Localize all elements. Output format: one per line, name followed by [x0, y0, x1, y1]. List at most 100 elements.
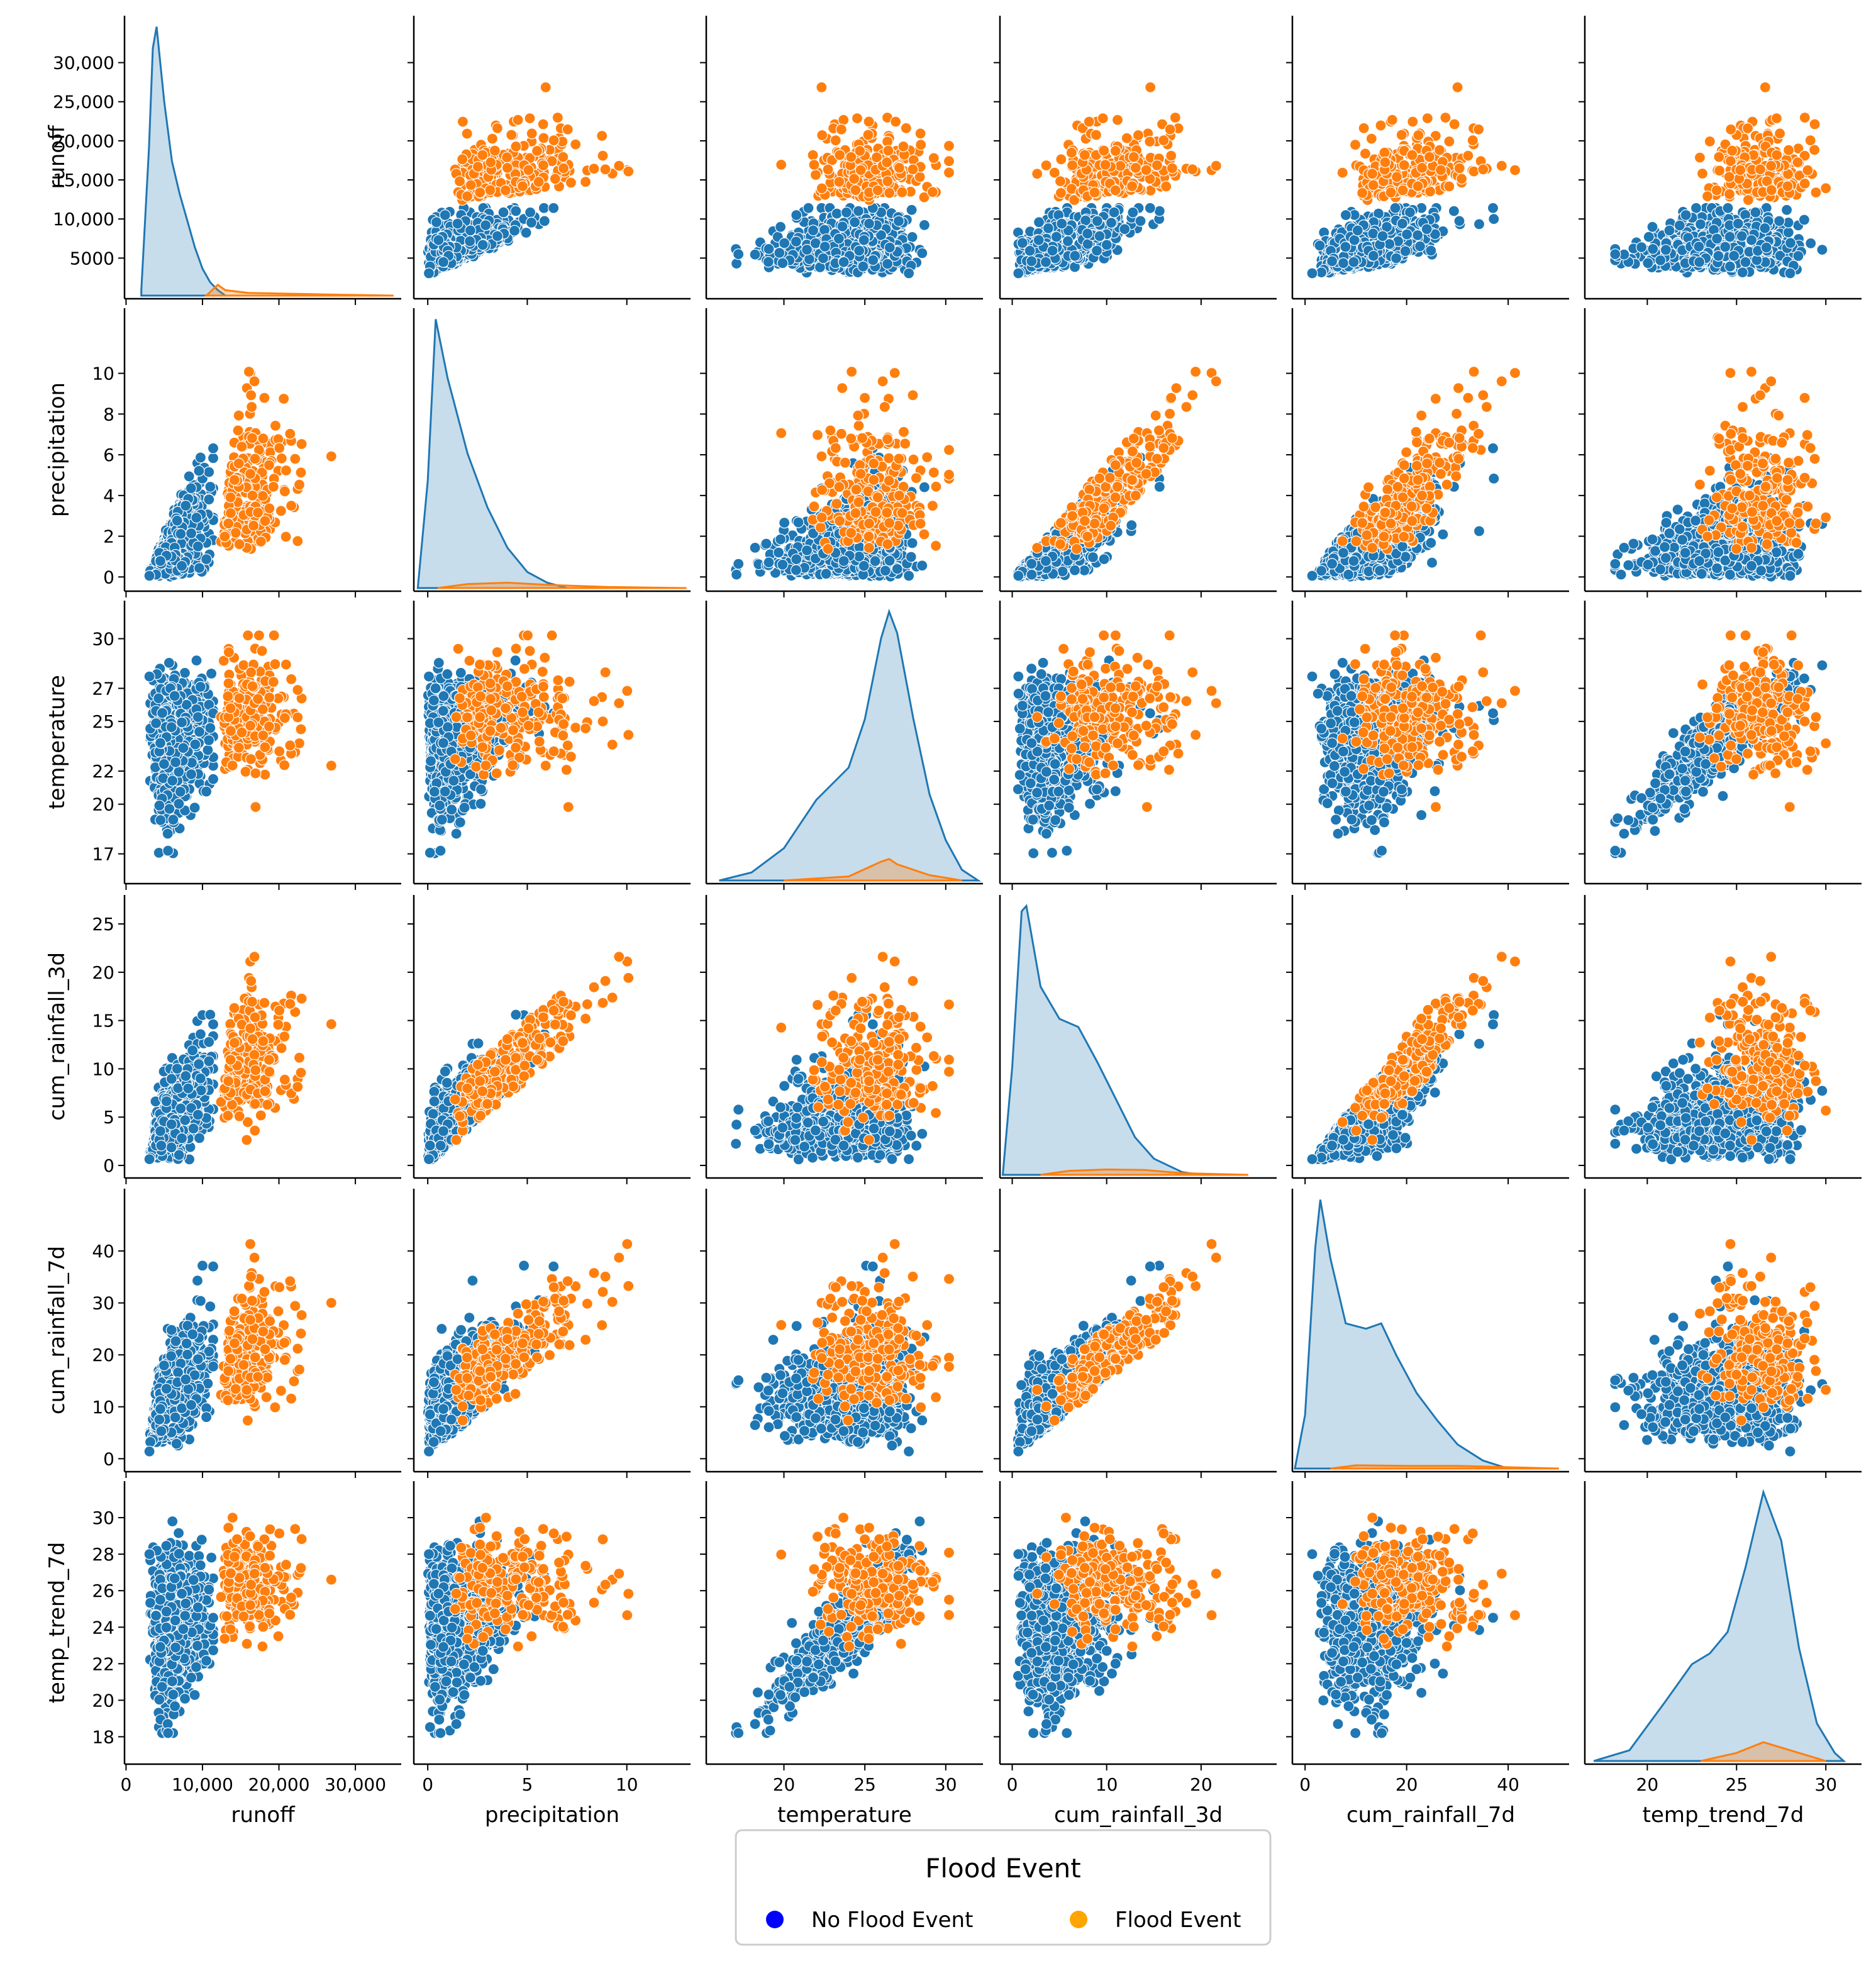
point-no-flood-event — [857, 260, 869, 272]
point-flood-event — [510, 140, 522, 152]
point-no-flood-event — [803, 253, 816, 265]
point-no-flood-event — [858, 234, 870, 246]
point-flood-event — [588, 163, 600, 175]
point-no-flood-event — [848, 216, 861, 228]
point-flood-event — [549, 173, 561, 185]
point-no-flood-event — [452, 218, 463, 230]
point-flood-event — [893, 162, 906, 174]
point-no-flood-event — [838, 256, 850, 268]
point-no-flood-event — [548, 202, 560, 214]
point-no-flood-event — [902, 267, 915, 279]
point-flood-event — [1083, 116, 1095, 128]
point-flood-event — [1140, 164, 1152, 176]
point-no-flood-event — [1042, 222, 1055, 234]
point-no-flood-event — [510, 205, 522, 217]
point-no-flood-event — [733, 248, 745, 260]
point-flood-event — [862, 129, 874, 141]
point-flood-event — [838, 114, 850, 126]
point-flood-event — [552, 111, 563, 124]
point-flood-event — [1166, 162, 1179, 174]
point-no-flood-event — [433, 234, 445, 246]
point-no-flood-event — [1108, 206, 1120, 218]
point-no-flood-event — [1144, 202, 1156, 214]
point-no-flood-event — [833, 233, 845, 245]
point-no-flood-event — [831, 208, 843, 219]
point-no-flood-event — [538, 215, 550, 227]
point-flood-event — [855, 164, 867, 176]
point-no-flood-event — [762, 256, 774, 268]
y-tick-label: 15,000 — [53, 170, 114, 191]
point-flood-event — [506, 129, 518, 141]
point-flood-event — [863, 116, 875, 128]
point-no-flood-event — [774, 247, 785, 259]
point-flood-event — [1121, 132, 1133, 144]
kde-no-flood-runoff — [140, 26, 229, 297]
point-no-flood-event — [884, 242, 896, 253]
point-flood-event — [816, 182, 828, 194]
point-flood-event — [845, 151, 857, 163]
point-no-flood-event — [790, 236, 802, 248]
point-flood-event — [538, 132, 550, 144]
point-flood-event — [599, 164, 611, 175]
point-no-flood-event — [892, 215, 905, 227]
y-tick-label: 20,000 — [53, 131, 114, 152]
point-flood-event — [907, 164, 919, 175]
point-no-flood-event — [439, 209, 451, 221]
point-flood-event — [1054, 175, 1067, 187]
point-flood-event — [537, 159, 550, 171]
point-no-flood-event — [525, 216, 538, 228]
point-no-flood-event — [749, 248, 761, 260]
point-flood-event — [1164, 123, 1176, 135]
point-no-flood-event — [497, 206, 509, 218]
point-no-flood-event — [867, 254, 879, 266]
point-no-flood-event — [1040, 256, 1052, 268]
point-flood-event — [1055, 153, 1067, 165]
point-flood-event — [926, 186, 939, 198]
point-no-flood-event — [1091, 245, 1103, 257]
point-no-flood-event — [906, 231, 918, 243]
point-no-flood-event — [1127, 206, 1139, 218]
point-no-flood-event — [852, 205, 865, 217]
point-flood-event — [1114, 160, 1126, 172]
point-flood-event — [1158, 135, 1170, 147]
point-flood-event — [531, 145, 543, 157]
point-flood-event — [570, 138, 582, 150]
point-no-flood-event — [1024, 245, 1036, 257]
point-flood-event — [1109, 145, 1121, 157]
point-no-flood-event — [1033, 216, 1045, 228]
point-flood-event — [486, 133, 499, 145]
point-no-flood-event — [1101, 239, 1113, 251]
point-flood-event — [833, 176, 845, 188]
point-flood-event — [1160, 181, 1172, 192]
point-flood-event — [516, 181, 529, 192]
point-flood-event — [834, 149, 846, 161]
point-flood-event — [533, 176, 545, 188]
point-no-flood-event — [1082, 228, 1094, 240]
panel-runoff-vs-cum-rainfall-3d — [994, 16, 1277, 305]
point-no-flood-event — [791, 209, 802, 221]
point-flood-event — [915, 139, 927, 151]
scatter-points — [1012, 81, 1222, 279]
point-flood-event — [835, 123, 847, 135]
point-no-flood-event — [818, 224, 831, 236]
point-no-flood-event — [1314, 240, 1326, 252]
point-no-flood-event — [906, 204, 918, 216]
point-flood-event — [512, 114, 524, 126]
point-flood-event — [537, 118, 549, 130]
point-flood-event — [848, 173, 860, 185]
point-flood-event — [597, 150, 609, 162]
y-tick-label: 30,000 — [53, 53, 114, 74]
point-no-flood-event — [1062, 235, 1074, 247]
point-flood-event — [809, 169, 822, 181]
point-no-flood-event — [1046, 245, 1058, 257]
point-flood-event — [1144, 136, 1156, 148]
point-flood-event — [928, 152, 940, 164]
point-flood-event — [914, 128, 926, 140]
point-flood-event — [474, 186, 486, 199]
point-flood-event — [623, 165, 635, 177]
point-no-flood-event — [1119, 223, 1131, 235]
point-flood-event — [882, 145, 894, 157]
point-flood-event — [822, 164, 834, 175]
